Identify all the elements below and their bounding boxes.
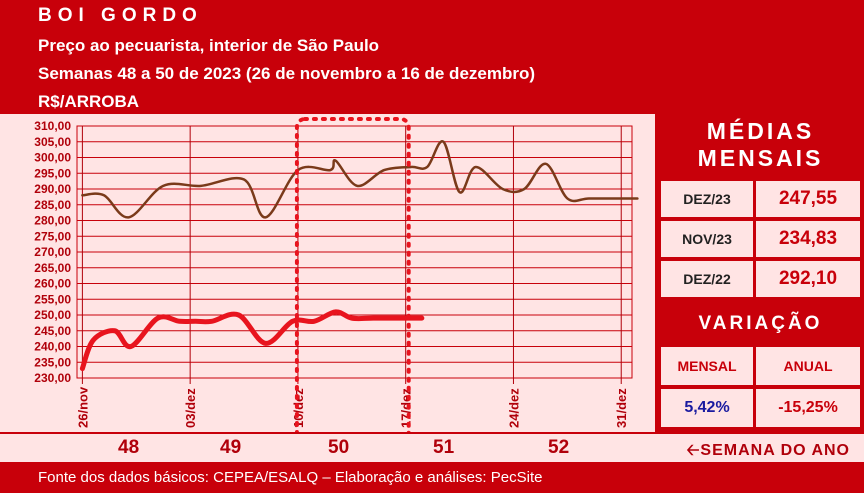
- y-tick-label: 255,00: [34, 292, 71, 306]
- variacao-header-anual: ANUAL: [756, 347, 860, 385]
- chart-area: 230,00 235,00 240,00 245,00 250,00 255,00 260,…: [0, 114, 655, 464]
- medias-title-2: MENSAIS: [697, 145, 824, 171]
- week-49: 49: [220, 437, 242, 458]
- variacao-mensal-value: 5,42%: [661, 389, 753, 427]
- y-tick-label: 230,00: [34, 371, 71, 385]
- y-tick-label: 295,00: [34, 166, 71, 180]
- y-tick-label: 250,00: [34, 308, 71, 322]
- series-line-0: [81, 140, 639, 219]
- unit: R$/ARROBA: [38, 92, 140, 111]
- variacao-anual-value: -15,25%: [756, 389, 860, 427]
- week-51: 51: [433, 437, 455, 458]
- footer-source: Fonte dos dados básicos: CEPEA/ESALQ – E…: [38, 469, 543, 486]
- y-tick-label: 285,00: [34, 198, 71, 212]
- x-tick-label: 24/dez: [506, 388, 521, 428]
- y-tick-label: 310,00: [34, 119, 71, 133]
- y-tick-label: 235,00: [34, 355, 71, 369]
- variacao-header-mensal: MENSAL: [661, 347, 753, 385]
- y-tick-label: 265,00: [34, 261, 71, 275]
- medias-label-2: DEZ/22: [661, 261, 753, 297]
- series-line-1: [79, 309, 425, 372]
- side-panel: MÉDIAS MENSAIS DEZ/23 247,55 NOV/23 234,…: [657, 114, 864, 432]
- x-tick-label: 31/dez: [614, 388, 629, 428]
- y-tick-label: 300,00: [34, 151, 71, 165]
- y-tick-label: 305,00: [34, 135, 71, 149]
- period: Semanas 48 a 50 de 2023 (26 de novembro …: [38, 64, 536, 83]
- medias-value-1: 234,83: [756, 221, 860, 257]
- medias-label-0: DEZ/23: [661, 181, 753, 217]
- y-tick-label: 275,00: [34, 229, 71, 243]
- x-tick-label: 17/dez: [399, 388, 414, 428]
- variacao-title: VARIAÇÃO: [698, 313, 823, 334]
- medias-value-2: 292,10: [756, 261, 860, 297]
- y-tick-label: 260,00: [34, 277, 71, 291]
- medias-label-1: NOV/23: [661, 221, 753, 257]
- week-50: 50: [328, 437, 350, 458]
- medias-value-0: 247,55: [756, 181, 860, 217]
- y-tick-label: 240,00: [34, 340, 71, 354]
- week-label-text: SEMANA DO ANO: [700, 442, 850, 459]
- y-tick-label: 270,00: [34, 245, 71, 259]
- subtitle: Preço ao pecuarista, interior de São Pau…: [38, 36, 380, 55]
- title: BOI GORDO: [38, 5, 203, 26]
- arrow-left-icon: 🡠: [686, 442, 701, 459]
- y-tick-label: 290,00: [34, 182, 71, 196]
- y-tick-label: 280,00: [34, 214, 71, 228]
- week-48: 48: [118, 437, 140, 458]
- week-label: 🡠SEMANA DO ANO: [686, 439, 850, 466]
- x-tick-label: 03/dez: [183, 388, 198, 428]
- week-bar: 48 49 50 51 52 🡠SEMANA DO ANO: [0, 432, 864, 462]
- header: BOI GORDO Preço ao pecuarista, interior …: [0, 0, 864, 114]
- x-tick-label: 26/nov: [75, 386, 90, 428]
- medias-title-1: MÉDIAS: [706, 118, 815, 144]
- y-tick-label: 245,00: [34, 324, 71, 338]
- week-52: 52: [548, 437, 570, 458]
